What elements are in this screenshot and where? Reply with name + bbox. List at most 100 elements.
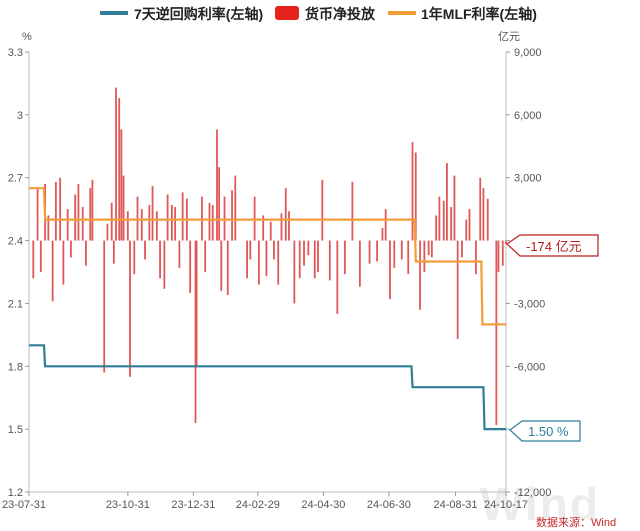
net-injection-bar	[298, 240, 301, 279]
net-injection-bar	[115, 87, 117, 241]
net-injection-bar	[163, 240, 166, 289]
net-injection-bar	[174, 207, 177, 241]
legend-swatch-repo7d	[100, 11, 128, 15]
source-note: 数据来源：Wind	[536, 515, 616, 529]
net-injection-bar	[226, 240, 229, 296]
net-injection-bar	[54, 181, 57, 241]
left-tick-label: 1.5	[8, 424, 23, 436]
net-injection-bar	[465, 219, 468, 241]
net-injection-bar	[461, 240, 463, 258]
net-injection-bar	[110, 202, 113, 241]
net-injection-bar	[140, 209, 143, 241]
net-injection-bar	[400, 240, 403, 260]
net-injection-bar	[468, 209, 471, 241]
net-injection-bar	[126, 211, 129, 241]
x-tick-label: 23-07-31	[2, 499, 46, 511]
net-injection-bar	[313, 240, 316, 279]
net-injection-bar	[430, 240, 433, 258]
legend-swatch-mlf	[388, 11, 416, 15]
legend-label-mlf: 1年MLF利率(左轴)	[421, 6, 537, 22]
net-injection-bar	[438, 196, 441, 241]
net-injection-bar	[144, 240, 146, 260]
left-tick-label: 2.1	[8, 298, 23, 310]
net-injection-bar	[277, 240, 280, 285]
net-injection-bar	[358, 240, 361, 287]
left-tick-label: 2.4	[8, 236, 23, 248]
net-injection-bar	[423, 240, 426, 272]
net-injection-bar	[288, 211, 290, 241]
net-injection-bar	[497, 240, 500, 272]
net-injection-bar	[343, 240, 346, 275]
net-injection-bar	[368, 240, 371, 264]
left-tick-label: 1.2	[8, 487, 23, 499]
net-injection-bar	[81, 207, 84, 241]
net-injection-bar	[129, 240, 131, 377]
rate-lines	[29, 187, 506, 431]
net-injection-bar	[328, 240, 331, 281]
callout-repo: 1.50 %	[509, 420, 581, 442]
legend: 7天逆回购利率(左轴) 货币净投放 1年MLF利率(左轴)	[100, 6, 537, 22]
net-injection-bar	[189, 240, 192, 293]
x-tick-label: 23-12-31	[171, 499, 215, 511]
net-injection-bar	[351, 181, 354, 241]
net-injection-bar	[284, 188, 287, 241]
net-injection-bar	[246, 240, 248, 279]
left-tick-label: 3	[17, 110, 23, 122]
net-injection-bar	[234, 175, 237, 241]
net-injection-bar	[475, 240, 477, 275]
net-injection-bar	[204, 240, 207, 272]
net-injection-bar	[336, 240, 339, 314]
net-injection-bar	[195, 240, 198, 367]
right-axis-unit: 亿元	[498, 30, 520, 43]
net-injection-bar	[89, 188, 92, 241]
callout-net-text: -174 亿元	[526, 239, 582, 254]
net-injection-bar	[166, 194, 169, 241]
net-injection-bar	[231, 190, 233, 241]
net-injection-bar	[419, 240, 421, 310]
net-injection-bar	[170, 204, 173, 241]
net-injection-bar	[321, 179, 324, 241]
net-injection-bar	[389, 240, 391, 300]
net-injection-bar	[486, 198, 489, 241]
net-injection-bar	[112, 240, 115, 264]
net-injection-bar	[384, 209, 387, 241]
net-injection-bar	[293, 240, 296, 304]
mlf-rate-line	[29, 187, 506, 326]
net-injection-bar	[376, 240, 378, 262]
net-injection-bar	[381, 228, 384, 241]
net-injection-bar	[69, 240, 72, 258]
net-injection-bar	[317, 240, 319, 272]
net-injection-bar	[120, 129, 123, 241]
net-injection-bar	[36, 188, 39, 241]
net-injection-bars	[32, 87, 507, 425]
watermark: Wind	[480, 478, 600, 530]
net-injection-bar	[59, 177, 62, 241]
left-tick-label: 1.8	[8, 361, 23, 373]
x-tick-label: 24-06-30	[367, 499, 411, 511]
legend-label-net: 货币净投放	[304, 6, 376, 22]
net-injection-bar	[181, 192, 184, 241]
legend-label-repo7d: 7天逆回购利率(左轴)	[134, 6, 263, 22]
net-injection-bar	[91, 179, 94, 241]
net-injection-bar	[258, 240, 260, 285]
right-tick-label: -12,000	[514, 487, 551, 499]
left-tick-label: 2.7	[8, 173, 23, 185]
net-injection-bar	[495, 240, 498, 425]
net-injection-bar	[442, 200, 445, 241]
net-injection-bar	[155, 211, 158, 241]
net-injection-bar	[446, 163, 448, 241]
net-injection-bar	[280, 213, 283, 241]
net-injection-bar	[482, 188, 485, 241]
net-injection-bar	[450, 207, 453, 241]
net-injection-bar	[307, 240, 310, 256]
net-injection-bar	[265, 240, 268, 277]
right-tick-label: 6,000	[514, 110, 542, 122]
net-injection-bar	[178, 240, 181, 268]
net-injection-bar	[85, 240, 87, 266]
net-injection-bar	[51, 240, 54, 302]
net-injection-bar	[32, 240, 35, 279]
callout-net-box	[506, 234, 599, 257]
net-injection-bar	[220, 240, 223, 291]
callout-repo-box	[509, 420, 581, 442]
left-tick-label: 3.3	[8, 47, 23, 59]
